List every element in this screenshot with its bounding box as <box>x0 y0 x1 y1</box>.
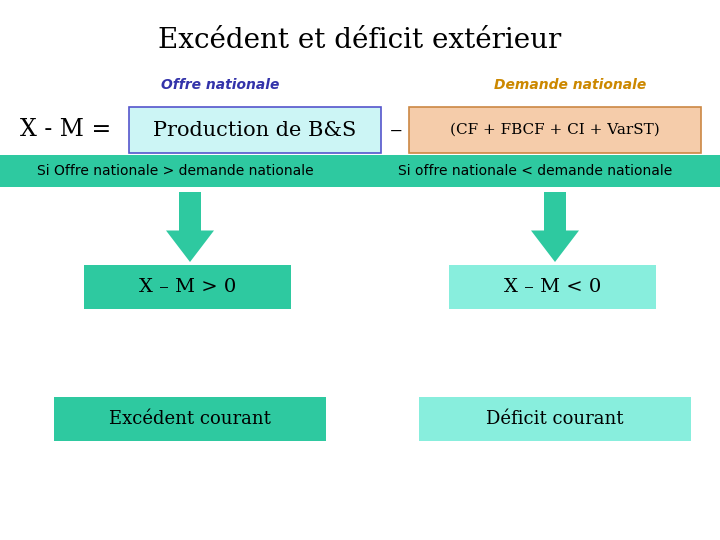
Text: (CF + FBCF + CI + VarST): (CF + FBCF + CI + VarST) <box>450 123 660 137</box>
Text: Offre nationale: Offre nationale <box>161 78 279 92</box>
Text: X – M < 0: X – M < 0 <box>504 278 601 296</box>
Text: Production de B&S: Production de B&S <box>153 120 356 139</box>
FancyBboxPatch shape <box>84 265 291 309</box>
FancyBboxPatch shape <box>0 155 720 187</box>
FancyBboxPatch shape <box>449 265 656 309</box>
Polygon shape <box>531 192 579 262</box>
FancyBboxPatch shape <box>54 397 326 441</box>
Text: Excédent courant: Excédent courant <box>109 410 271 428</box>
FancyBboxPatch shape <box>409 107 701 153</box>
Polygon shape <box>166 192 214 262</box>
FancyBboxPatch shape <box>419 397 691 441</box>
Text: X - M =: X - M = <box>20 118 119 141</box>
Text: X – M > 0: X – M > 0 <box>139 278 236 296</box>
Text: Si Offre nationale > demande nationale: Si Offre nationale > demande nationale <box>37 164 313 178</box>
Text: –: – <box>390 118 402 141</box>
FancyBboxPatch shape <box>129 107 381 153</box>
Text: Si offre nationale < demande nationale: Si offre nationale < demande nationale <box>398 164 672 178</box>
Text: Demande nationale: Demande nationale <box>494 78 646 92</box>
Text: Excédent et déficit extérieur: Excédent et déficit extérieur <box>158 26 562 53</box>
Text: Déficit courant: Déficit courant <box>486 410 624 428</box>
